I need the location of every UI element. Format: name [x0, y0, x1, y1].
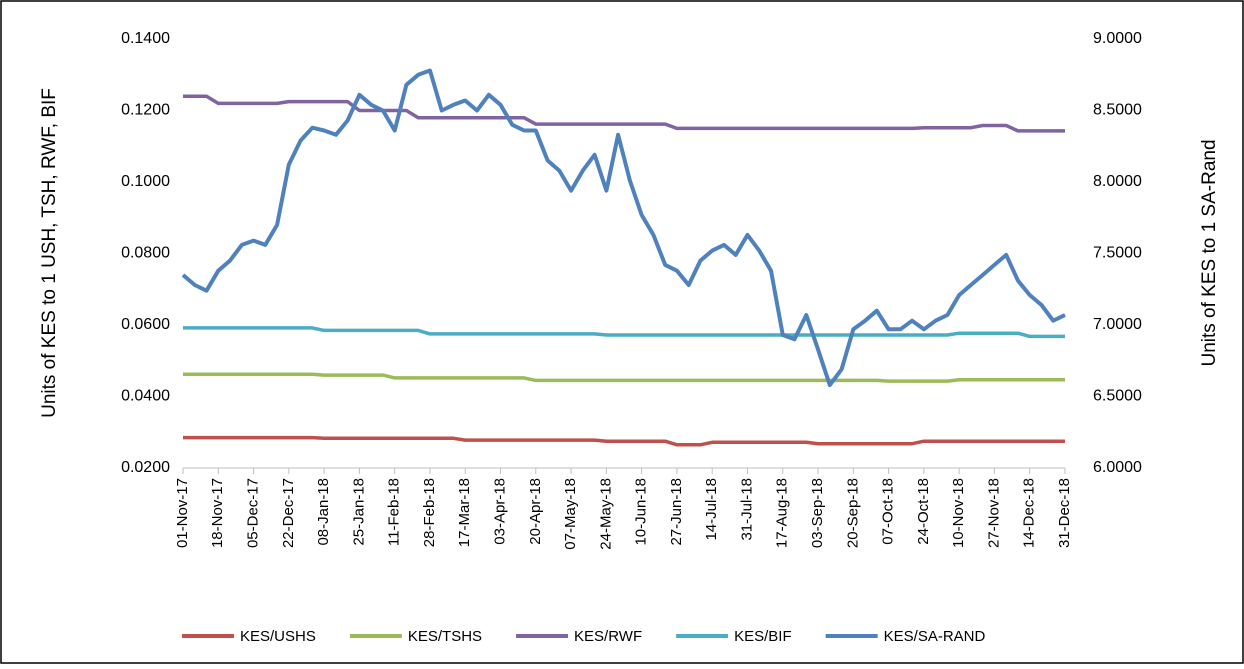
y-tick-label: 0.1000: [121, 173, 170, 190]
y-tick-label: 0.0400: [121, 388, 170, 405]
x-tick-label: 20-Sep-18: [844, 478, 861, 548]
y-tick-label: 0.1400: [121, 30, 170, 47]
x-tick-label: 31-Jul-18: [738, 478, 755, 541]
y2-tick-label: 6.5000: [1093, 388, 1142, 405]
y-tick-label: 0.0800: [121, 245, 170, 262]
x-tick-label: 14-Dec-18: [1021, 478, 1038, 548]
y2-tick-label: 7.0000: [1093, 316, 1142, 333]
x-tick-label: 24-May-18: [597, 478, 614, 550]
x-tick-label: 27-Jun-18: [668, 478, 685, 546]
x-tick-label: 03-Sep-18: [809, 478, 826, 548]
x-tick-label: 28-Feb-18: [421, 478, 438, 547]
y2-tick-label: 8.5000: [1093, 102, 1142, 119]
x-tick-label: 10-Nov-18: [950, 478, 967, 548]
series-line: [181, 68, 1066, 388]
x-tick-label: 18-Nov-17: [209, 478, 226, 548]
y-axis-label: Units of KES to 1 USH, TSH, RWF, BIF: [39, 88, 60, 418]
legend-label: KES/BIF: [734, 628, 792, 645]
x-tick-label: 25-Jan-18: [350, 478, 367, 546]
y2-tick-label: 7.5000: [1093, 245, 1142, 262]
x-tick-label: 31-Dec-18: [1056, 478, 1073, 548]
x-tick-label: 05-Dec-17: [245, 478, 262, 548]
x-tick-label: 20-Apr-18: [527, 478, 544, 545]
series-line: [183, 326, 1065, 339]
x-tick-label: 17-Mar-18: [456, 478, 473, 547]
series-line: [183, 372, 1065, 383]
series-line: [183, 435, 1065, 447]
x-tick-label: 03-Apr-18: [491, 478, 508, 545]
series-line: [183, 94, 1065, 133]
y2-tick-label: 6.0000: [1093, 459, 1142, 476]
x-tick-label: 10-Jun-18: [633, 478, 650, 546]
y-tick-label: 0.1200: [121, 102, 170, 119]
y-tick-label: 0.0600: [121, 316, 170, 333]
x-tick-label: 07-Oct-18: [880, 478, 897, 545]
x-tick-label: 08-Jan-18: [315, 478, 332, 546]
legend-label: KES/RWF: [574, 628, 642, 645]
legend-label: KES/USHS: [240, 628, 316, 645]
y-tick-label: 0.0200: [121, 459, 170, 476]
x-tick-label: 01-Nov-17: [174, 478, 191, 548]
x-tick-label: 22-Dec-17: [280, 478, 297, 548]
y2-axis-label: Units of KES to 1 SA-Rand: [1199, 139, 1220, 366]
x-tick-label: 24-Oct-18: [915, 478, 932, 545]
x-tick-label: 27-Nov-18: [985, 478, 1002, 548]
x-tick-label: 17-Aug-18: [774, 478, 791, 548]
x-tick-label: 11-Feb-18: [386, 478, 403, 546]
legend-label: KES/TSHS: [408, 628, 482, 645]
x-tick-label: 07-May-18: [562, 478, 579, 550]
legend-label: KES/SA-RAND: [884, 628, 986, 645]
x-tick-label: 14-Jul-18: [703, 478, 720, 541]
y2-tick-label: 9.0000: [1093, 30, 1142, 47]
y2-tick-label: 8.0000: [1093, 173, 1142, 190]
